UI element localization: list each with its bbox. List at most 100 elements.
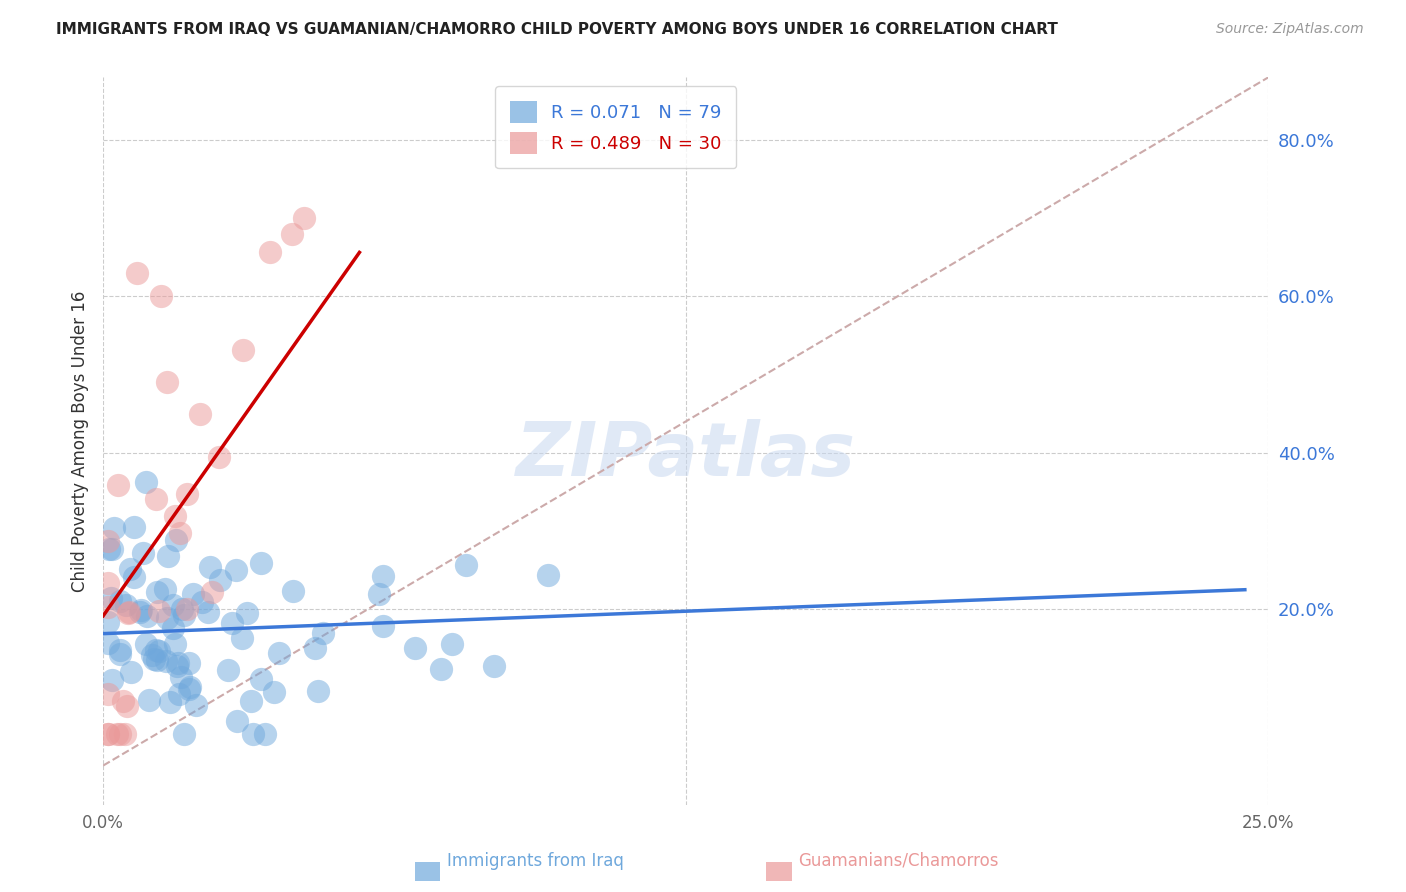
Point [108, 643, 131, 657]
Point [118, 605, 141, 619]
Point [179, 680, 201, 694]
Point [167, 687, 190, 701]
Point [263, 684, 285, 698]
Point [108, 594, 131, 608]
Point [373, 619, 395, 633]
Point [97, 615, 120, 629]
Point [304, 641, 326, 656]
Point [190, 407, 212, 421]
Point [97, 533, 120, 548]
Point [138, 693, 160, 707]
Point [114, 727, 136, 741]
Point [166, 656, 188, 670]
Point [197, 605, 219, 619]
Text: Immigrants from Iraq: Immigrants from Iraq [447, 852, 624, 870]
Point [105, 727, 128, 741]
Point [249, 672, 271, 686]
Point [146, 585, 169, 599]
Point [242, 727, 264, 741]
Point [176, 602, 198, 616]
Point [122, 519, 145, 533]
Point [217, 663, 239, 677]
Point [226, 714, 249, 729]
Point [163, 509, 186, 524]
Point [191, 595, 214, 609]
Point [482, 658, 505, 673]
Point [159, 695, 181, 709]
Point [145, 642, 167, 657]
Point [198, 560, 221, 574]
Text: IMMIGRANTS FROM IRAQ VS GUAMANIAN/CHAMORRO CHILD POVERTY AMONG BOYS UNDER 16 COR: IMMIGRANTS FROM IRAQ VS GUAMANIAN/CHAMOR… [56, 22, 1059, 37]
Point [156, 549, 179, 563]
Point [368, 586, 391, 600]
Legend: R = 0.071   N = 79, R = 0.489   N = 30: R = 0.071 N = 79, R = 0.489 N = 30 [495, 87, 737, 169]
Point [281, 227, 304, 241]
Point [162, 621, 184, 635]
Point [181, 587, 204, 601]
Point [259, 244, 281, 259]
Point [430, 663, 453, 677]
Point [454, 558, 477, 573]
Point [225, 563, 247, 577]
Point [312, 626, 335, 640]
Point [148, 644, 170, 658]
Point [209, 573, 232, 587]
Text: Source: ZipAtlas.com: Source: ZipAtlas.com [1216, 22, 1364, 37]
Point [176, 487, 198, 501]
Point [115, 599, 138, 613]
Point [103, 521, 125, 535]
Point [169, 670, 191, 684]
Point [110, 647, 132, 661]
Point [179, 682, 201, 697]
Point [169, 525, 191, 540]
Point [97, 600, 120, 615]
Point [173, 608, 195, 623]
Point [149, 289, 172, 303]
Point [148, 604, 170, 618]
Y-axis label: Child Poverty Among Boys Under 16: Child Poverty Among Boys Under 16 [72, 291, 89, 591]
Point [129, 603, 152, 617]
Point [142, 652, 165, 666]
Point [107, 478, 129, 492]
Point [135, 475, 157, 490]
Text: ZIPatlas: ZIPatlas [516, 419, 856, 492]
Point [173, 727, 195, 741]
Point [132, 545, 155, 559]
Point [232, 343, 254, 358]
Point [97, 687, 120, 701]
Point [269, 646, 291, 660]
Point [250, 557, 273, 571]
Point [537, 567, 560, 582]
Point [253, 727, 276, 741]
Point [221, 616, 243, 631]
Point [240, 694, 263, 708]
Point [170, 601, 193, 615]
Point [97, 635, 120, 649]
Point [97, 727, 120, 741]
Point [371, 569, 394, 583]
Point [101, 673, 124, 687]
Point [111, 693, 134, 707]
Point [404, 641, 426, 656]
Point [201, 585, 224, 599]
Point [155, 654, 177, 668]
Point [146, 652, 169, 666]
Point [184, 698, 207, 712]
Point [135, 637, 157, 651]
Point [108, 727, 131, 741]
Point [208, 450, 231, 465]
Point [165, 533, 187, 548]
Point [281, 583, 304, 598]
Point [166, 659, 188, 673]
Point [120, 665, 142, 679]
Point [97, 576, 120, 591]
Point [292, 211, 315, 226]
Point [136, 608, 159, 623]
Point [179, 656, 201, 670]
Point [156, 611, 179, 625]
Point [141, 648, 163, 662]
Point [100, 591, 122, 606]
Point [125, 266, 148, 280]
Text: Guamanians/Chamorros: Guamanians/Chamorros [799, 852, 1000, 870]
Point [128, 605, 150, 619]
